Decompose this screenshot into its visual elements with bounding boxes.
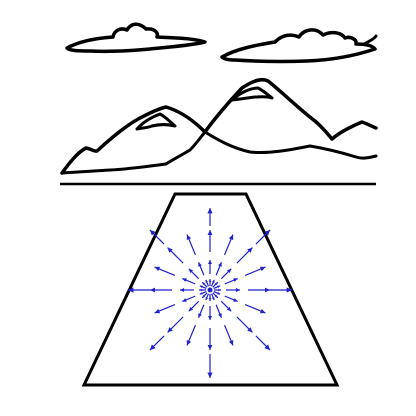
flow-arrow-head xyxy=(199,285,203,289)
flow-arrow-head xyxy=(286,287,292,293)
flow-arrow-head xyxy=(188,268,194,274)
flow-arrow-head xyxy=(259,308,266,314)
flow-arrow-head xyxy=(202,282,206,286)
flow-arrow-head xyxy=(233,298,238,302)
flow-arrow-head xyxy=(128,287,134,293)
flow-arrow-head xyxy=(217,291,221,295)
flow-arrow-head xyxy=(180,288,185,292)
flow-arrow-head xyxy=(208,315,212,320)
flow-arrow-head xyxy=(198,262,202,267)
flow-arrow-head xyxy=(154,308,161,314)
flow-arrow-head xyxy=(218,262,222,267)
mountain-range xyxy=(60,77,378,175)
flow-arrow-head xyxy=(265,287,270,293)
flow-arrow-head xyxy=(205,297,209,301)
flow-arrow-head xyxy=(228,234,234,241)
flow-arrow-head xyxy=(211,279,215,283)
flow-arrow-head xyxy=(211,297,215,301)
flow-arrow-head xyxy=(207,208,213,214)
flow-arrow-head xyxy=(186,234,192,241)
flow-arrow-head xyxy=(154,266,161,272)
flow-arrow-head xyxy=(214,282,218,286)
focus-of-expansion xyxy=(207,287,213,293)
flow-arrow-head xyxy=(228,339,234,346)
flow-arrow-head xyxy=(208,260,212,265)
flow-arrow-head xyxy=(208,279,212,282)
flow-arrow-head xyxy=(199,288,202,292)
flow-arrow-head xyxy=(167,247,173,253)
flow-arrow-head xyxy=(259,266,266,272)
flow-arrow-head xyxy=(264,229,271,236)
mountain-ridge-2 xyxy=(230,86,274,102)
mountain-ridge-1 xyxy=(135,112,177,131)
mountain-ridge-4 xyxy=(60,130,207,175)
flow-arrow-head xyxy=(264,344,271,351)
flow-arrow-head xyxy=(217,285,221,289)
flow-arrow-head xyxy=(182,298,187,302)
flow-arrow-head xyxy=(235,288,240,292)
flow-arrow-head xyxy=(167,327,173,333)
flow-arrow-head xyxy=(233,278,238,282)
flow-arrow-head xyxy=(149,229,156,236)
flow-arrow-head xyxy=(198,313,202,318)
cloud-right-tail xyxy=(362,34,378,46)
flow-arrow-head xyxy=(226,306,232,312)
flow-arrow-head xyxy=(226,268,232,274)
flow-arrow-head xyxy=(188,306,194,312)
flow-arrow-head xyxy=(202,294,206,298)
flow-arrow-head xyxy=(247,247,253,253)
flow-arrow-head xyxy=(150,287,155,293)
flow-arrow-head xyxy=(199,291,203,295)
mountain-ridge-3 xyxy=(203,130,378,160)
flow-arrow-head xyxy=(207,230,213,235)
flow-arrow-head xyxy=(208,298,212,301)
cloud-right xyxy=(220,28,377,64)
road-trapezoid xyxy=(81,192,340,387)
flow-field xyxy=(128,208,292,378)
flow-arrow-head xyxy=(186,339,192,346)
cloud-left xyxy=(65,22,207,54)
flow-arrow-head xyxy=(149,344,156,351)
flow-arrow-head xyxy=(207,372,213,378)
flow-arrow-head xyxy=(218,313,222,318)
flow-arrow-head xyxy=(207,345,213,350)
flow-arrow-head xyxy=(218,288,221,292)
flow-arrow-head xyxy=(247,327,253,333)
flow-arrow-head xyxy=(182,278,187,282)
flow-arrow-head xyxy=(205,279,209,283)
flow-arrow-head xyxy=(214,294,218,298)
